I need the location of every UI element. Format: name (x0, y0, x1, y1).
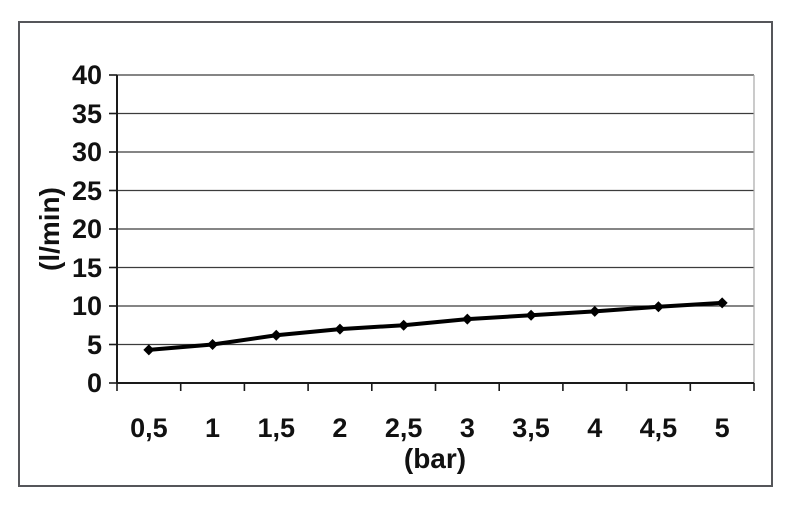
x-tick-label: 0,5 (130, 413, 168, 443)
data-point-marker (270, 329, 282, 341)
x-tick-label: 1,5 (257, 413, 296, 443)
y-tick-label: 40 (71, 60, 102, 90)
y-tick-label: 10 (71, 291, 102, 321)
data-point-marker (461, 313, 473, 325)
data-point-marker (589, 305, 601, 317)
data-point-marker (334, 323, 346, 335)
y-tick-label: 0 (86, 368, 102, 398)
y-tick-label: 20 (71, 214, 102, 244)
x-axis-title: (bar) (403, 443, 467, 474)
chart-frame (18, 21, 773, 487)
y-tick-label: 30 (71, 137, 102, 167)
x-tick-label: 2 (332, 413, 348, 443)
data-point-marker (716, 297, 728, 309)
x-tick-label: 2,5 (384, 413, 423, 443)
x-tick-label: 4 (587, 413, 603, 443)
x-tick-label: 3,5 (512, 413, 550, 443)
data-point-marker (207, 339, 219, 350)
data-point-marker (398, 319, 410, 331)
y-axis-title: (l/min) (34, 187, 65, 271)
y-tick-label: 5 (86, 329, 102, 360)
data-point-marker (652, 301, 664, 313)
x-tick-label: 1 (205, 413, 221, 443)
y-tick-label: 15 (71, 252, 102, 283)
x-tick-label: 3 (459, 413, 475, 443)
x-tick-label: 4,5 (639, 413, 678, 443)
y-tick-label: 35 (71, 98, 102, 129)
x-tick-label: 5 (714, 413, 730, 443)
data-point-marker (525, 309, 537, 321)
y-tick-label: 25 (71, 175, 102, 206)
data-point-marker (143, 344, 155, 356)
series-line (146, 300, 725, 352)
